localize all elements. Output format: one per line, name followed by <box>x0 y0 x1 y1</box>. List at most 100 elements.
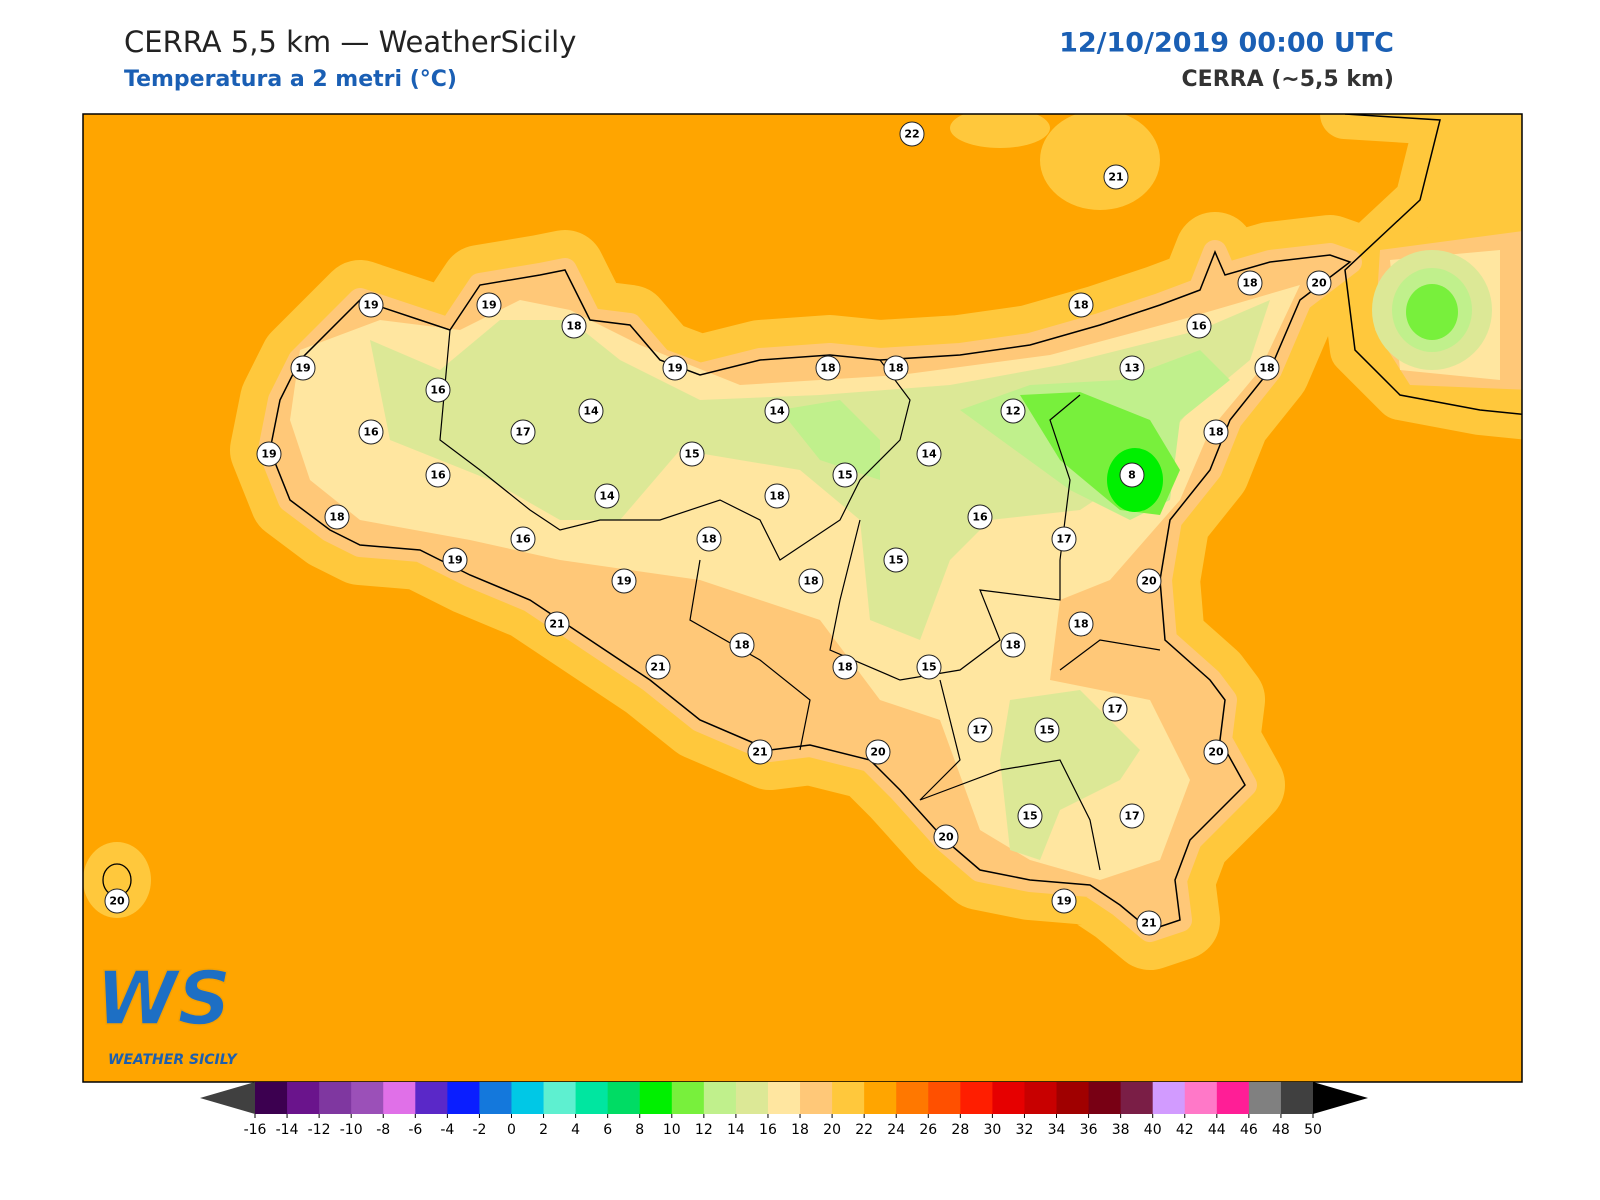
station-value: 19 <box>616 575 631 588</box>
colorbar-swatch <box>511 1082 545 1114</box>
station-marker <box>104 888 130 914</box>
station-value: 17 <box>972 724 987 737</box>
station-value: 18 <box>837 661 852 674</box>
colorbar-swatch <box>383 1082 416 1114</box>
model: CERRA (~5,5 km) <box>1182 67 1394 92</box>
station-marker <box>611 568 637 594</box>
station-marker <box>815 355 841 381</box>
station-marker <box>967 504 993 530</box>
station-marker <box>662 355 688 381</box>
colorbar-tick-label: 40 <box>1144 1122 1162 1138</box>
colorbar-tick-label: 22 <box>855 1122 873 1138</box>
colorbar-under <box>200 1082 255 1114</box>
station-value: 15 <box>921 661 936 674</box>
colorbar-swatch <box>1024 1082 1058 1114</box>
station-value: 19 <box>447 554 462 567</box>
station-marker <box>578 398 604 424</box>
station-value: 21 <box>752 746 767 759</box>
colorbar: -16 -14 -12 -10 -8 -6 -4 -2 0 2 4 6 8 10 12 14 16 18 20 22 2… <box>200 1082 1368 1138</box>
colorbar-swatch <box>1056 1082 1090 1114</box>
station-marker <box>425 462 451 488</box>
station-value: 21 <box>1141 917 1156 930</box>
stations: 22 21 19 19 18 18 18 20 16 19 19 18 18 13 18 16 14 14 12 16… <box>104 121 1332 936</box>
station-marker <box>1102 696 1128 722</box>
colorbar-over <box>1313 1082 1368 1114</box>
station-marker <box>933 824 959 850</box>
station-marker <box>1000 632 1026 658</box>
station-marker <box>883 547 909 573</box>
station-value: 15 <box>1022 810 1037 823</box>
colorbar-tick-label: 6 <box>603 1122 612 1138</box>
station-value: 15 <box>837 469 852 482</box>
station-value: 16 <box>972 511 988 524</box>
logo-text: WEATHER SICILY <box>108 1052 239 1068</box>
province-border <box>829 394 1081 681</box>
colorbar-tick-label: 2 <box>539 1122 548 1138</box>
station-marker <box>1237 270 1263 296</box>
colorbar-swatch <box>1216 1082 1250 1114</box>
province-border <box>919 679 1101 871</box>
station-value: 16 <box>515 533 531 546</box>
station-value: 20 <box>870 746 886 759</box>
colorbar-tick-label: 48 <box>1272 1122 1290 1138</box>
colorbar-tick-label: 24 <box>887 1122 905 1138</box>
colorbar-tick-label: 18 <box>791 1122 809 1138</box>
station-value: 18 <box>329 511 344 524</box>
colorbar-swatch <box>1280 1082 1314 1114</box>
station-value: 18 <box>1259 362 1274 375</box>
logo: WS WEATHER SICILY <box>95 955 239 1068</box>
station-marker <box>425 377 451 403</box>
station-value: 17 <box>515 426 530 439</box>
colorbar-swatch <box>607 1082 641 1114</box>
station-marker <box>747 739 773 765</box>
colorbar-tick-label: -16 <box>244 1122 267 1138</box>
colorbar-swatch <box>671 1082 705 1114</box>
station-marker <box>1068 292 1094 318</box>
station-marker <box>442 547 468 573</box>
colorbar-swatch <box>447 1082 480 1114</box>
colorbar-tick-label: -8 <box>376 1122 390 1138</box>
station-value: 19 <box>295 362 310 375</box>
station-value: 14 <box>769 405 785 418</box>
colorbar-tick-label: 26 <box>919 1122 937 1138</box>
colorbar-swatch <box>1184 1082 1218 1114</box>
station-marker <box>1136 910 1162 936</box>
coastline <box>269 250 1352 931</box>
colorbar-tick-label: 12 <box>695 1122 713 1138</box>
colorbar-swatch <box>832 1082 865 1114</box>
station-marker <box>544 611 570 637</box>
station-value: 18 <box>1073 299 1088 312</box>
station-value: 21 <box>1108 171 1123 184</box>
colorbar-swatch <box>703 1082 737 1114</box>
island-band <box>1040 114 1160 210</box>
station-marker <box>1068 611 1094 637</box>
colorbar-tick-label: 44 <box>1208 1122 1226 1138</box>
island-band <box>950 114 1050 148</box>
station-value: 16 <box>1191 320 1207 333</box>
station-value: 20 <box>1141 575 1157 588</box>
datetime: 12/10/2019 00:00 UTC <box>1059 28 1394 59</box>
station-marker <box>1051 888 1077 914</box>
colorbar-tick-label: 14 <box>727 1122 745 1138</box>
station-value: 16 <box>430 469 446 482</box>
station-marker <box>729 632 755 658</box>
station-marker <box>679 441 705 467</box>
station-marker <box>1034 717 1060 743</box>
station-marker <box>1203 419 1229 445</box>
station-value: 19 <box>261 448 276 461</box>
province-border <box>1059 639 1161 671</box>
station-marker <box>1103 164 1129 190</box>
station-marker <box>358 419 384 445</box>
coastline <box>1344 114 1522 415</box>
colorbar-tick-label: 36 <box>1080 1122 1098 1138</box>
colorbar-tick-label: 42 <box>1176 1122 1194 1138</box>
province-border <box>689 559 811 751</box>
colorbar-swatch <box>287 1082 320 1114</box>
station-marker <box>1000 398 1026 424</box>
station-marker <box>645 654 671 680</box>
station-value: 16 <box>430 384 446 397</box>
station-value: 15 <box>888 554 903 567</box>
station-value: 22 <box>904 128 919 141</box>
colorbar-swatch <box>479 1082 512 1114</box>
colorbar-tick-label: -4 <box>440 1122 454 1138</box>
